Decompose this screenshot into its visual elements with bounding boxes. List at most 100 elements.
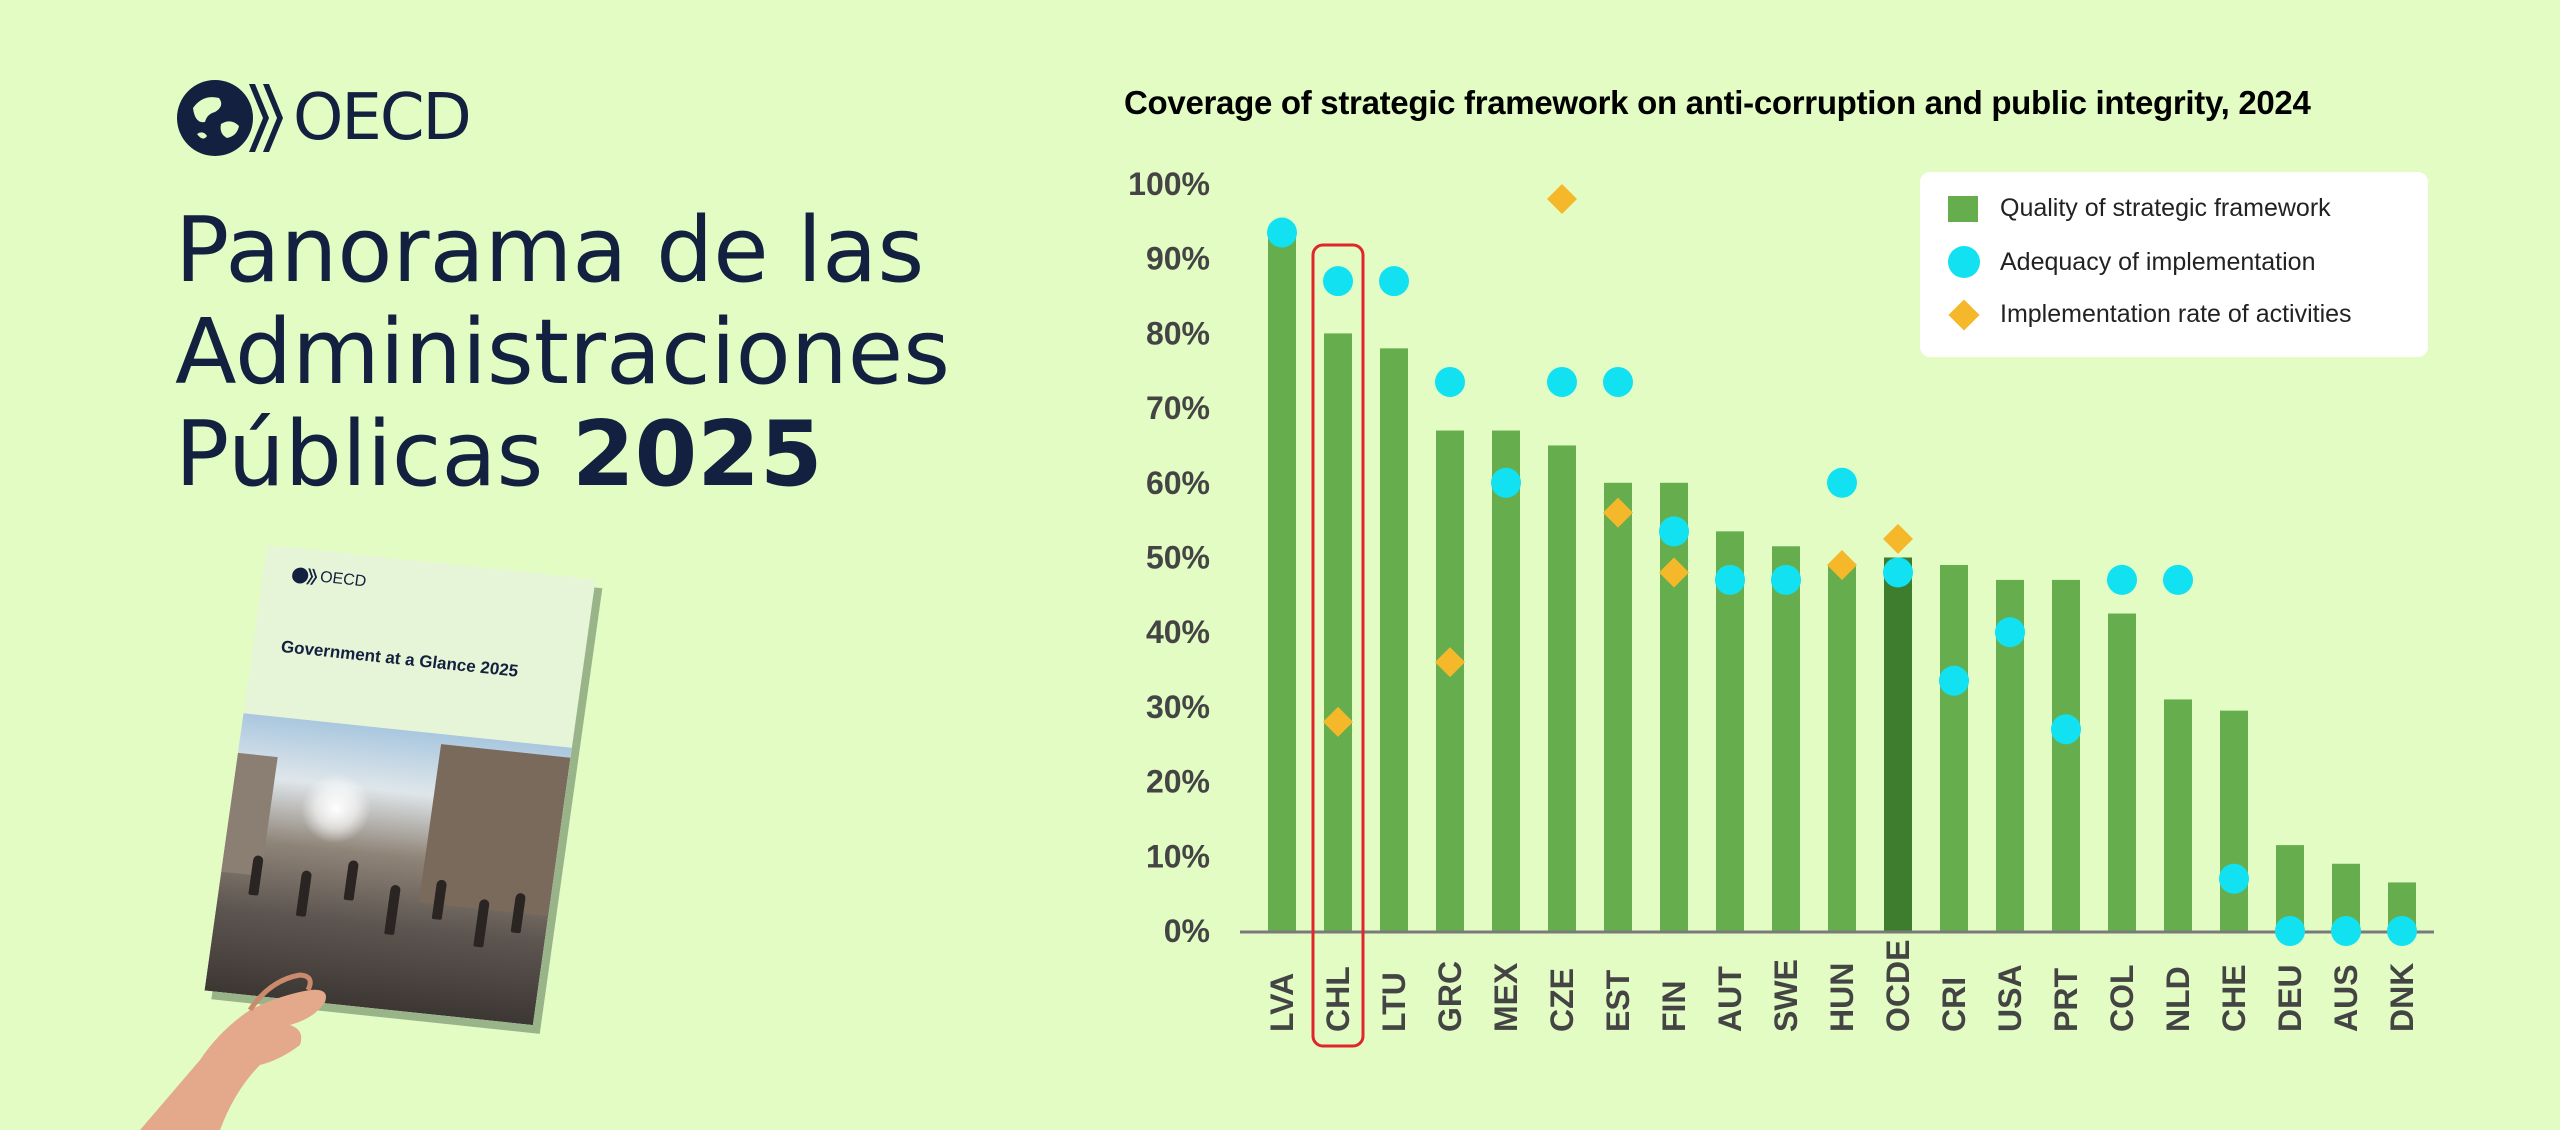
x-tick-label: NLD [2160, 966, 2196, 1032]
report-cover: OECD Government at a Glance 2025 [204, 544, 596, 1026]
point-adequacy-ltu [1379, 266, 1409, 297]
point-implementation-chl [1323, 706, 1353, 737]
report-cover-logo: OECD [290, 566, 367, 592]
chart-legend: Quality of strategic framework Adequacy … [1920, 172, 2428, 357]
legend-item-quality: Quality of strategic framework [1948, 194, 2331, 223]
legend-label-implementation: Implementation rate of activities [2000, 300, 2352, 328]
x-tick-label: AUT [1712, 966, 1748, 1032]
bar-ocde [1884, 557, 1912, 931]
headline-line-3-text: Públicas [175, 402, 544, 507]
bar-fin [1660, 482, 1688, 931]
point-adequacy-prt [2051, 714, 2081, 745]
point-adequacy-dnk [2387, 916, 2417, 946]
y-tick-label: 50% [1146, 540, 1210, 576]
bar-cri [1940, 564, 1968, 931]
x-tick-label: CHE [2216, 964, 2252, 1032]
point-implementation-hun [1827, 549, 1857, 580]
y-tick-label: 70% [1146, 390, 1210, 426]
bar-lva [1268, 236, 1296, 932]
oecd-mini-logo-icon [292, 567, 318, 585]
highlight-box-chl [1311, 243, 1365, 1048]
point-adequacy-che [2219, 863, 2249, 894]
x-tick-label: OCDE [1880, 940, 1916, 1032]
y-tick-label: 40% [1146, 614, 1210, 650]
point-adequacy-deu [2275, 916, 2305, 946]
x-tick-label: EST [1600, 969, 1636, 1032]
legend-label-adequacy: Adequacy of implementation [2000, 247, 2316, 276]
point-adequacy-aus [2331, 916, 2361, 946]
bar-nld [2164, 699, 2192, 931]
x-tick-label: USA [1992, 964, 2028, 1032]
x-tick-label: COL [2104, 964, 2140, 1032]
point-implementation-ocde [1883, 523, 1913, 554]
legend-label-quality: Quality of strategic framework [2000, 194, 2331, 222]
x-tick-label: SWE [1768, 959, 1804, 1032]
headline-line-3: Públicas 2025 [175, 404, 950, 506]
point-adequacy-nld [2163, 564, 2193, 595]
y-tick-label: 0% [1164, 913, 1210, 949]
point-adequacy-fin [1659, 516, 1689, 547]
point-implementation-grc [1435, 647, 1465, 678]
x-tick-label: CZE [1544, 968, 1580, 1032]
point-implementation-fin [1659, 557, 1689, 588]
bar-hun [1828, 564, 1856, 931]
y-tick-label: 30% [1146, 689, 1210, 725]
x-tick-label: FIN [1656, 980, 1692, 1032]
point-implementation-cze [1547, 183, 1577, 214]
point-adequacy-hun [1827, 467, 1857, 498]
x-tick-label: PRT [2048, 968, 2084, 1032]
x-tick-label: LTU [1376, 972, 1412, 1032]
y-tick-label: 10% [1146, 838, 1210, 874]
x-tick-label: AUS [2328, 964, 2364, 1032]
x-tick-label: MEX [1488, 962, 1524, 1032]
bar-che [2220, 710, 2248, 931]
point-adequacy-chl [1323, 266, 1353, 297]
x-tick-label: HUN [1824, 963, 1860, 1032]
oecd-logo-text: OECD [293, 81, 472, 155]
legend-item-adequacy: Adequacy of implementation [1948, 246, 2315, 278]
legend-bar-swatch [1948, 195, 1978, 222]
oecd-logo: OECD [175, 78, 472, 158]
bar-aut [1716, 531, 1744, 931]
x-tick-label: LVA [1264, 973, 1300, 1032]
x-tick-label: GRC [1432, 961, 1468, 1032]
bar-est [1604, 482, 1632, 931]
y-tick-label: 80% [1146, 315, 1210, 351]
point-implementation-est [1603, 497, 1633, 528]
bar-grc [1436, 430, 1464, 931]
bar-cze [1548, 445, 1576, 931]
x-tick-label: DNK [2384, 963, 2420, 1032]
bar-ltu [1380, 348, 1408, 932]
headline: Panorama de las Administraciones Pública… [175, 200, 950, 506]
bar-mex [1492, 430, 1520, 931]
x-tick-label: CRI [1936, 977, 1972, 1032]
y-tick-label: 20% [1146, 764, 1210, 800]
headline-line-1: Panorama de las [175, 198, 925, 303]
point-adequacy-mex [1491, 467, 1521, 498]
legend-item-implementation: Implementation rate of activities [1948, 298, 2352, 331]
chart-title: Coverage of strategic framework on anti-… [1124, 84, 2311, 121]
headline-line-2: Administraciones [175, 300, 951, 405]
bar-col [2108, 613, 2136, 931]
oecd-globe-icon [177, 80, 283, 156]
y-tick-label: 90% [1146, 241, 1210, 277]
legend-circle-swatch [1948, 246, 1980, 278]
bar-chl [1324, 333, 1352, 931]
point-adequacy-swe [1771, 564, 1801, 595]
headline-year: 2025 [572, 402, 823, 507]
point-adequacy-cri [1939, 665, 1969, 696]
x-tick-label: CHL [1320, 966, 1356, 1032]
point-adequacy-est [1603, 366, 1633, 397]
point-adequacy-col [2107, 564, 2137, 595]
bar-prt [2052, 579, 2080, 931]
report-cover-illustration: OECD Government at a Glance 2025 [140, 544, 620, 1130]
y-tick-label: 100% [1128, 166, 1210, 202]
point-adequacy-grc [1435, 366, 1465, 397]
point-adequacy-aut [1715, 564, 1745, 595]
legend-diamond-swatch [1948, 298, 1980, 331]
point-adequacy-usa [1995, 617, 2025, 648]
bar-swe [1772, 546, 1800, 931]
hand-icon [140, 972, 326, 1130]
x-tick-label: DEU [2272, 964, 2308, 1032]
